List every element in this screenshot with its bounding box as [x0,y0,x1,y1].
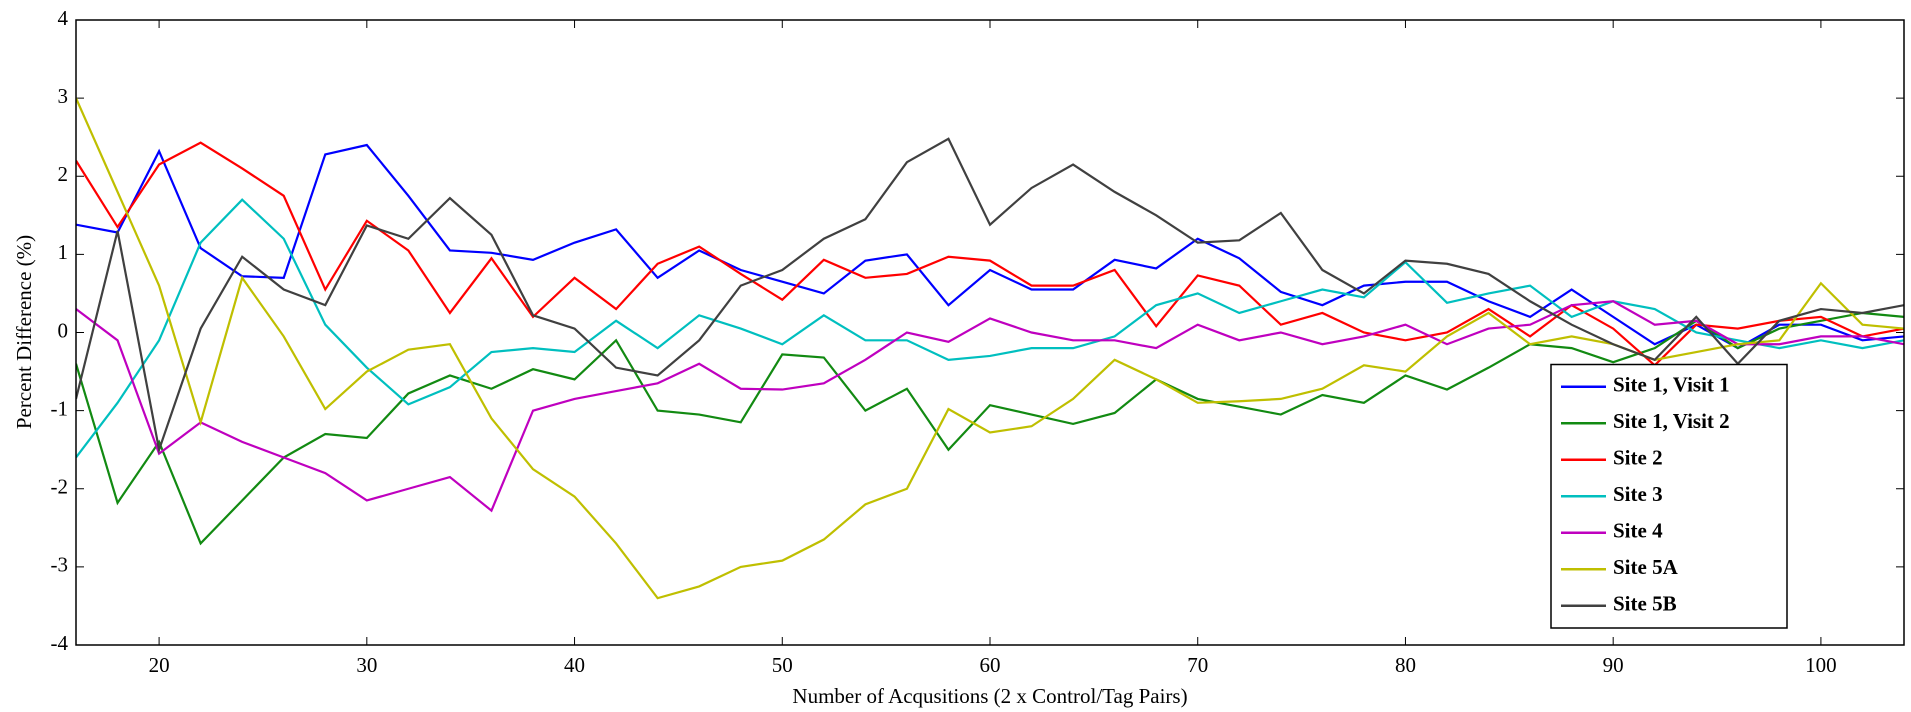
legend-label: Site 2 [1613,446,1663,470]
y-tick-label: -3 [51,553,69,577]
legend-label: Site 1, Visit 1 [1613,373,1730,397]
y-tick-label: -2 [51,475,69,499]
y-tick-label: 3 [58,84,69,108]
x-tick-label: 30 [356,653,377,677]
x-tick-label: 80 [1395,653,1416,677]
series-line [76,311,1904,546]
y-tick-label: -4 [51,631,69,655]
legend-label: Site 5A [1613,555,1679,579]
y-tick-label: 4 [58,6,69,30]
x-tick-label: 100 [1805,653,1837,677]
legend-label: Site 5B [1613,592,1677,616]
series-line [76,141,1904,367]
y-tick-label: 1 [58,240,69,264]
series-line [76,97,1904,600]
x-axis-label: Number of Acqusitions (2 x Control/Tag P… [792,684,1187,708]
x-tick-label: 90 [1603,653,1624,677]
y-axis-label: Percent Difference (%) [12,235,36,429]
series-line [76,300,1904,513]
x-tick-label: 60 [980,653,1001,677]
legend-label: Site 4 [1613,519,1663,543]
x-tick-label: 50 [772,653,793,677]
series-line [76,137,1904,454]
legend-label: Site 1, Visit 2 [1613,409,1730,433]
y-tick-label: 2 [58,162,69,186]
series-line [76,198,1904,459]
y-tick-label: 0 [58,318,69,342]
legend-label: Site 3 [1613,482,1663,506]
x-tick-label: 20 [149,653,170,677]
plot-frame [75,19,1905,646]
legend: Site 1, Visit 1 Site 1, Visit 2 Site 2 Site… [1550,363,1788,629]
series-line [76,143,1904,350]
x-tick-label: 70 [1187,653,1208,677]
x-tick-label: 40 [564,653,585,677]
y-tick-label: -1 [51,396,69,420]
